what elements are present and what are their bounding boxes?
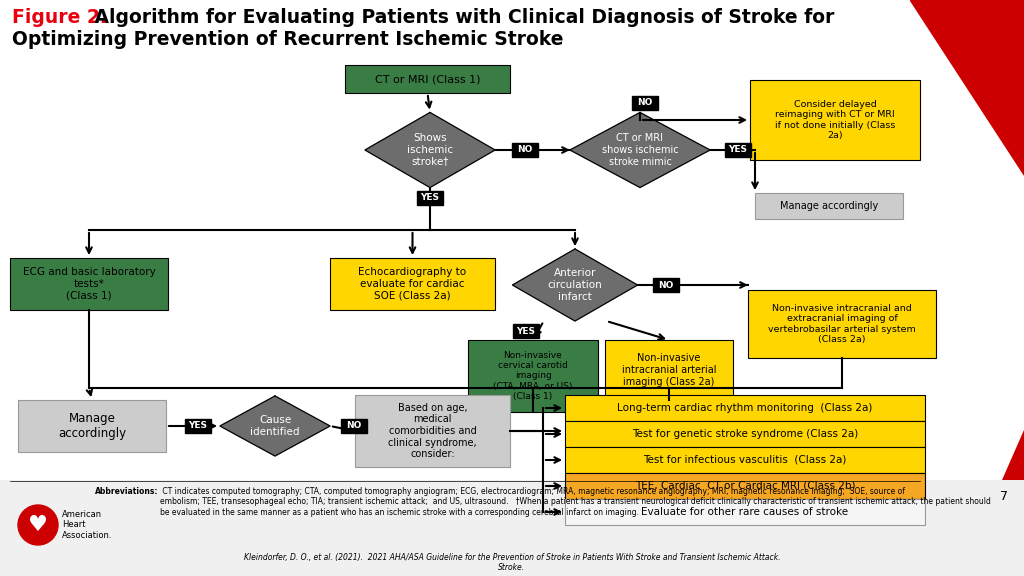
- Text: CT or MRI
shows ischemic
stroke mimic: CT or MRI shows ischemic stroke mimic: [602, 134, 678, 166]
- Polygon shape: [365, 112, 495, 188]
- Circle shape: [18, 505, 58, 545]
- Bar: [18, 400, 166, 452]
- Text: NO: NO: [517, 146, 532, 154]
- Polygon shape: [220, 396, 330, 456]
- Text: Echocardiography to
evaluate for cardiac
SOE (Class 2a): Echocardiography to evaluate for cardiac…: [358, 267, 467, 301]
- Bar: [725, 143, 751, 157]
- Bar: [565, 499, 925, 525]
- Text: Optimizing Prevention of Recurrent Ischemic Stroke: Optimizing Prevention of Recurrent Ische…: [12, 30, 563, 49]
- Bar: [468, 340, 598, 412]
- Text: Manage
accordingly: Manage accordingly: [58, 412, 126, 440]
- Text: ECG and basic laboratory
tests*
(Class 1): ECG and basic laboratory tests* (Class 1…: [23, 267, 156, 301]
- Bar: [605, 340, 733, 400]
- Text: Cause
identified: Cause identified: [250, 415, 300, 437]
- Text: Figure 2.: Figure 2.: [12, 8, 106, 27]
- Bar: [512, 143, 538, 157]
- Text: YES: YES: [421, 193, 439, 202]
- Bar: [345, 65, 510, 93]
- Text: American
Heart
Association.: American Heart Association.: [62, 510, 113, 540]
- Text: Anterior
circulation
infarct: Anterior circulation infarct: [548, 268, 602, 302]
- Text: Shows
ischemic
stroke†: Shows ischemic stroke†: [407, 134, 453, 166]
- Bar: [417, 191, 443, 204]
- Bar: [750, 80, 920, 160]
- Bar: [513, 324, 539, 338]
- Text: CT indicates computed tomography; CTA, computed tomography angiogram; ECG, elect: CT indicates computed tomography; CTA, c…: [160, 487, 991, 517]
- Text: Evaluate for other rare causes of stroke: Evaluate for other rare causes of stroke: [641, 507, 849, 517]
- Text: Consider delayed
reimaging with CT or MRI
if not done initially (Class
2a): Consider delayed reimaging with CT or MR…: [775, 100, 895, 140]
- Bar: [565, 395, 925, 421]
- Polygon shape: [961, 430, 1024, 576]
- Text: YES: YES: [188, 422, 208, 430]
- Bar: [652, 278, 679, 292]
- Text: Non-invasive intracranial and
extracranial imaging of
vertebrobasilar arterial s: Non-invasive intracranial and extracrani…: [768, 304, 915, 344]
- Text: Long-term cardiac rhythm monitoring  (Class 2a): Long-term cardiac rhythm monitoring (Cla…: [617, 403, 872, 413]
- Bar: [565, 421, 925, 447]
- Bar: [0, 480, 1024, 576]
- Text: Abbreviations:: Abbreviations:: [95, 487, 159, 496]
- Bar: [355, 395, 510, 467]
- Text: Test for genetic stroke syndrome (Class 2a): Test for genetic stroke syndrome (Class …: [632, 429, 858, 439]
- Text: Kleindorfer, D. O., et al. (2021).  2021 AHA/ASA Guideline for the Prevention of: Kleindorfer, D. O., et al. (2021). 2021 …: [244, 553, 780, 573]
- Text: CT or MRI (Class 1): CT or MRI (Class 1): [375, 74, 480, 84]
- Bar: [565, 447, 925, 473]
- Bar: [341, 419, 367, 433]
- Text: Based on age,
medical
comorbidities and
clinical syndrome,
consider:: Based on age, medical comorbidities and …: [388, 403, 477, 459]
- Text: Non-invasive
cervical carotid
imaging
(CTA, MRA, or US)
(Class 1): Non-invasive cervical carotid imaging (C…: [494, 351, 572, 401]
- Bar: [755, 193, 903, 219]
- Polygon shape: [570, 112, 710, 188]
- Text: NO: NO: [657, 281, 673, 290]
- Text: YES: YES: [728, 146, 748, 154]
- Bar: [330, 258, 495, 310]
- Text: ♥: ♥: [28, 515, 48, 535]
- Bar: [748, 290, 936, 358]
- Text: Manage accordingly: Manage accordingly: [780, 201, 879, 211]
- Polygon shape: [910, 0, 1024, 175]
- Text: Algorithm for Evaluating Patients with Clinical Diagnosis of Stroke for: Algorithm for Evaluating Patients with C…: [88, 8, 835, 27]
- Text: NO: NO: [346, 422, 361, 430]
- Bar: [10, 258, 168, 310]
- Text: 7: 7: [1000, 490, 1008, 503]
- Bar: [565, 473, 925, 499]
- Text: NO: NO: [637, 98, 652, 107]
- Text: Non-invasive
intracranial arterial
imaging (Class 2a): Non-invasive intracranial arterial imagi…: [622, 354, 716, 386]
- Polygon shape: [512, 249, 638, 321]
- Text: TEE, Cardiac  CT or Cardiac MRI (Class 2b): TEE, Cardiac CT or Cardiac MRI (Class 2b…: [635, 481, 855, 491]
- Bar: [185, 419, 211, 433]
- Text: Test for infectious vasculitis  (Class 2a): Test for infectious vasculitis (Class 2a…: [643, 455, 847, 465]
- Text: YES: YES: [516, 327, 536, 335]
- Bar: [632, 96, 658, 109]
